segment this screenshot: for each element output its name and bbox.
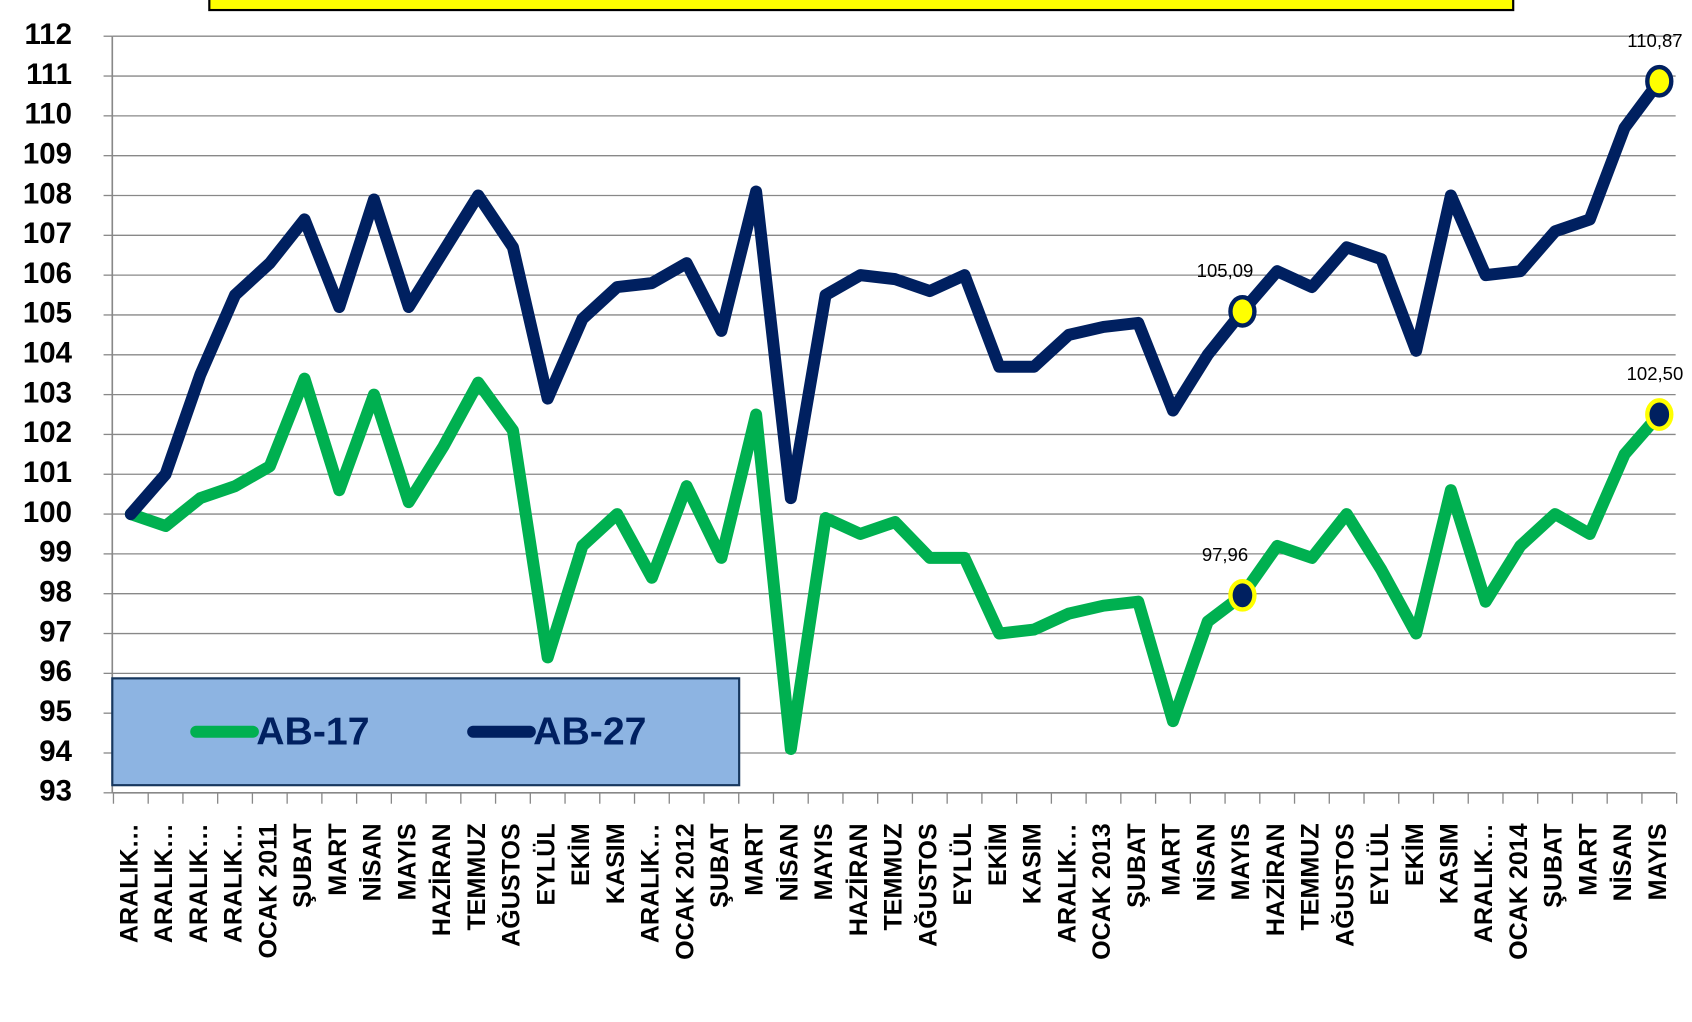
x-tick-label: ŞUBAT	[289, 823, 317, 908]
data-label: 110,87	[1627, 30, 1682, 51]
x-tick-label: NİSAN	[1609, 823, 1637, 901]
x-tick-label: MART	[1158, 823, 1186, 896]
plot: 97,96 102,50 105,09 110,87	[124, 30, 1684, 756]
y-tick-label: 111	[26, 58, 72, 91]
x-tick-label: OCAK 2012	[671, 823, 699, 960]
x-tick-label: ARALIK…	[185, 823, 213, 943]
x-tick-label: MART	[741, 823, 769, 896]
x-tick-label: MART	[1574, 823, 1602, 896]
x-tick-label: MAYIS	[1227, 823, 1255, 900]
x-tick-label: EKİM	[567, 823, 595, 886]
x-tick-label: MAYIS	[810, 823, 838, 900]
series-line	[124, 75, 1666, 521]
x-tick-label: AĞUSTOS	[913, 823, 942, 946]
x-tick-label: ARALIK…	[1470, 823, 1498, 943]
x-tick-label: TEMMUZ	[463, 823, 491, 930]
x-tick-label: AĞUSTOS	[1330, 823, 1359, 946]
x-tick-label: EYLÜL	[948, 823, 977, 905]
x-tick-label: NİSAN	[359, 823, 387, 901]
y-tick-label: 96	[39, 655, 72, 688]
data-marker	[1645, 398, 1674, 431]
x-tick-label: OCAK 2014	[1505, 823, 1533, 960]
x-tick-label: ŞUBAT	[1540, 823, 1568, 908]
data-marker	[1645, 64, 1674, 98]
x-tick-label: HAZİRAN	[428, 823, 456, 936]
x-tick-label: NİSAN	[1192, 823, 1220, 901]
series-line	[124, 372, 1666, 756]
x-tick-label: KASIM	[1019, 823, 1047, 904]
data-label: 105,09	[1197, 260, 1254, 281]
x-tick-label: NİSAN	[775, 823, 803, 901]
y-tick-label: 99	[39, 536, 72, 569]
x-tick-label: HAZİRAN	[1262, 823, 1290, 936]
y-tick-label: 98	[39, 575, 72, 608]
x-tick-label: ARALIK…	[1053, 823, 1081, 943]
y-tick-label: 112	[24, 18, 71, 51]
x-tick-label: ARALIK…	[220, 823, 248, 943]
title-box	[208, 0, 1515, 12]
y-tick-label: 93	[39, 775, 72, 808]
legend-label: AB-17	[256, 709, 369, 753]
y-tick-label: 110	[24, 98, 71, 131]
y-tick-label: 102	[23, 416, 72, 449]
x-tick-label: MART	[324, 823, 352, 896]
x-tick-label: AĞUSTOS	[497, 823, 526, 946]
x-tick-label: EYLÜL	[531, 823, 560, 905]
x-tick-label: KASIM	[1435, 823, 1463, 904]
y-tick-label: 104	[23, 337, 73, 370]
y-tick-label: 105	[23, 297, 72, 330]
y-tick-label: 94	[39, 735, 72, 768]
y-tick-label: 95	[39, 695, 72, 728]
legend: AB-17 AB-27	[111, 677, 741, 787]
x-tick-label: OCAK 2013	[1088, 823, 1116, 960]
x-tick-label: OCAK 2011	[254, 823, 282, 958]
x-tick-label: ARALIK…	[637, 823, 665, 943]
x-tick-label: ARALIK…	[150, 823, 178, 943]
x-tick-label: HAZİRAN	[845, 823, 873, 936]
y-tick-label: 100	[23, 496, 72, 529]
y-tick-label: 107	[23, 217, 72, 250]
data-marker	[1228, 295, 1257, 328]
x-tick-label: EKİM	[984, 823, 1012, 886]
y-tick-label: 108	[23, 177, 72, 210]
x-tick-label: ARALIK…	[115, 823, 143, 943]
data-marker	[1228, 578, 1257, 612]
x-tick-label: ŞUBAT	[706, 823, 734, 908]
y-tick-label: 101	[23, 456, 72, 489]
y-tick-label: 106	[23, 257, 72, 290]
x-tick-label: MAYIS	[393, 823, 421, 900]
data-label: 97,96	[1202, 544, 1248, 565]
data-label: 102,50	[1627, 363, 1684, 384]
x-tick-label: EYLÜL	[1365, 823, 1394, 905]
x-tick-label: TEMMUZ	[1297, 823, 1325, 930]
y-tick-label: 109	[23, 137, 72, 170]
x-tick-label: TEMMUZ	[880, 823, 908, 930]
x-tick-label: ŞUBAT	[1123, 823, 1151, 908]
x-tick-label: MAYIS	[1644, 823, 1672, 900]
y-tick-label: 97	[39, 615, 72, 648]
legend-label: AB-27	[533, 709, 646, 753]
y-tick-label: 103	[23, 376, 72, 409]
x-tick-label: EKİM	[1401, 823, 1429, 886]
x-tick-label: KASIM	[602, 823, 630, 904]
